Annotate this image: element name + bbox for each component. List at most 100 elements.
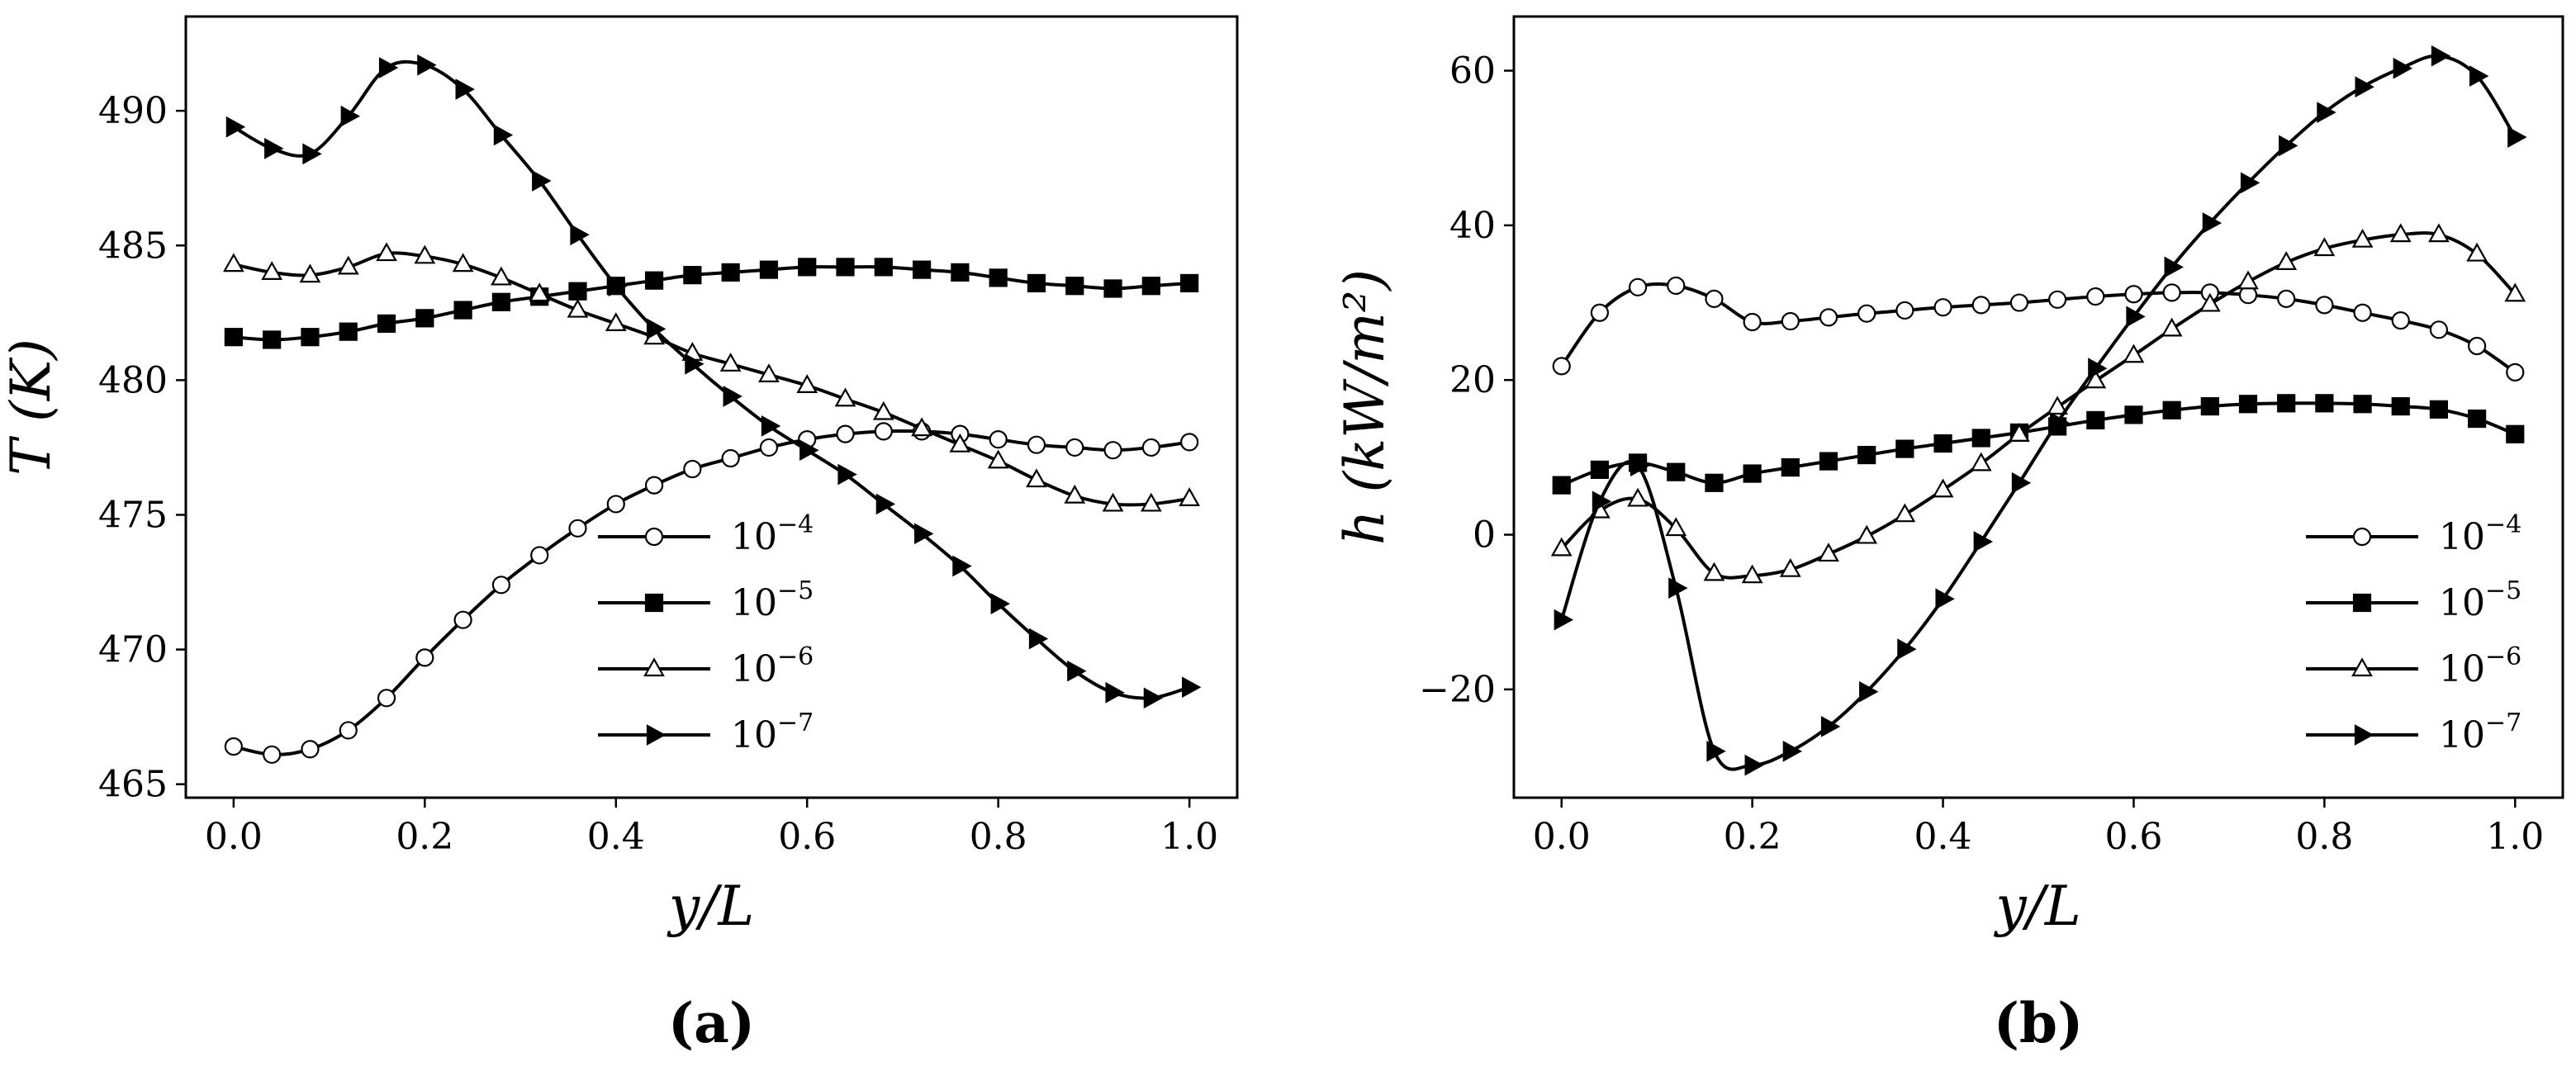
panel-a-data-point (1180, 433, 1199, 452)
panel-a-y-axis-label: T (K) (0, 339, 63, 476)
panel-b-data-point (1630, 455, 1650, 477)
panel-a-data-point (491, 266, 512, 286)
panel-b-legend-label: 10−4 (2439, 510, 2521, 558)
panel-a-data-point (1102, 492, 1124, 512)
panel-a-data-point (377, 689, 396, 708)
panel-a-data-point (263, 330, 282, 349)
panel-a-data-point (872, 400, 894, 420)
panel-a-legend-marker (644, 527, 664, 547)
panel-b-data-point (2467, 409, 2487, 429)
panel-a-data-point (377, 314, 396, 333)
panel-b-data-point (1779, 557, 1801, 577)
panel-b-data-point (1590, 303, 1610, 322)
panel-a-data-point (759, 260, 779, 279)
panel-b-data-point (2202, 212, 2223, 234)
panel-b-series-1 (1552, 394, 2525, 495)
panel-a-legend-entry: 10−5 (598, 576, 814, 624)
panel-a-data-point (1064, 484, 1086, 504)
panel-a-series-line (232, 59, 1190, 700)
panel-a-data-point (1140, 492, 1162, 512)
panel-a-data-point (1180, 273, 1199, 293)
panel-b-data-point (1933, 298, 1952, 317)
panel-b-data-point (1970, 452, 1992, 472)
panel-b-data-point (2353, 303, 2372, 322)
panel-b-data-point (2240, 172, 2261, 194)
panel-b-data-point (1971, 296, 1990, 315)
panel-b-data-point (2126, 306, 2146, 328)
panel-b-data-point (2088, 358, 2108, 380)
panel-a-data-point (339, 322, 358, 341)
panel-b-data-point (1895, 439, 1914, 458)
panel-b-data-point (1973, 531, 1994, 552)
panel-a-data-point (721, 448, 740, 468)
panel-a-data-point (414, 244, 436, 264)
panel-a-data-point (685, 353, 704, 375)
panel-b-data-point (2429, 320, 2449, 339)
panel-b-data-point (2123, 344, 2145, 363)
panel-b-data-point (2279, 135, 2298, 157)
panel-b-data-point (2085, 369, 2107, 389)
panel-b-series-3 (1554, 45, 2527, 776)
panel-b-y-tick-label: 0 (1473, 514, 1496, 557)
panel-a-data-point (837, 463, 857, 486)
panel-a-series-1 (224, 258, 1199, 349)
panel-a-data-point (761, 415, 781, 437)
panel-a-data-point (415, 648, 434, 667)
panel-b-legend-entry: 10−4 (2306, 510, 2521, 558)
panel-b-data-point (2086, 410, 2105, 430)
panel-a-series-2 (222, 242, 1201, 512)
panel-a-data-point (796, 374, 818, 394)
panel-a-y-tick-label: 485 (98, 225, 168, 267)
panel-a-data-point (453, 301, 472, 320)
panel-b-data-point (2467, 336, 2487, 356)
panel-a-legend-label: 10−5 (731, 576, 814, 624)
panel-a-x-tick-label: 0.0 (205, 816, 263, 858)
panel-a-x-tick-label: 0.2 (396, 816, 453, 858)
panel-a-x-tick-label: 0.6 (778, 816, 836, 858)
panel-a-data-point (568, 282, 587, 301)
panel-a-data-point (1103, 279, 1122, 298)
panel-b-data-point (2162, 283, 2181, 302)
panel-b-y-tick-label: 60 (1449, 50, 1496, 92)
panel-a-data-point (605, 312, 627, 331)
panel-a-data-point (721, 263, 740, 282)
panel-b-data-point (1667, 276, 1686, 296)
panel-a-x-tick-label: 1.0 (1160, 816, 1218, 858)
panel-b-data-point (1819, 452, 1838, 471)
panel-b-data-point (1741, 564, 1763, 584)
panel-a-data-point (224, 328, 243, 347)
panel-b-y-tick-label: −20 (1419, 669, 1496, 711)
panel-a-temperature-chart: 0.0 0.2 0.4 0.6 0.8 1.0 465 470 475 480 485 490 y/L T… (0, 15, 1239, 1055)
panel-b-data-point (2355, 76, 2374, 98)
panel-b-data-point (2469, 65, 2489, 87)
panel-a-plot-frame (184, 15, 1239, 799)
panel-b-series-line (1560, 282, 2517, 374)
panel-b-x-tick-label: 0.0 (1533, 816, 1591, 858)
panel-a-data-point (301, 328, 320, 347)
panel-b-legend-label: 10−6 (2439, 642, 2521, 690)
panel-b-data-point (1667, 462, 1686, 481)
panel-b-data-point (1856, 524, 1878, 544)
panel-b-data-point (2047, 290, 2067, 309)
panel-a-data-point (644, 476, 664, 495)
panel-a-data-point (493, 124, 514, 146)
panel-a-data-point (952, 555, 972, 577)
panel-b-data-point (1627, 487, 1649, 507)
panel-a-data-point (530, 546, 549, 565)
panel-a-data-point (301, 740, 320, 759)
panel-a-y-tick-label: 475 (98, 494, 168, 536)
panel-a-data-point (683, 266, 702, 285)
panel-b-data-point (2199, 292, 2221, 312)
panel-b-series-2 (1550, 223, 2526, 584)
panel-a-data-point (1141, 277, 1160, 296)
panel-b-data-point (1782, 740, 1803, 762)
panel-a-legend-label: 10−4 (731, 510, 814, 558)
panel-a-data-point (723, 386, 742, 407)
panel-a-data-point (683, 459, 702, 479)
panel-b-data-point (1897, 638, 1917, 661)
panel-b-data-point (1781, 457, 1800, 477)
panel-b-x-tick-label: 0.8 (2295, 816, 2353, 858)
panel-a-data-point (264, 137, 284, 159)
panel-a-data-point (567, 298, 589, 318)
panel-a-data-point (1143, 687, 1164, 709)
